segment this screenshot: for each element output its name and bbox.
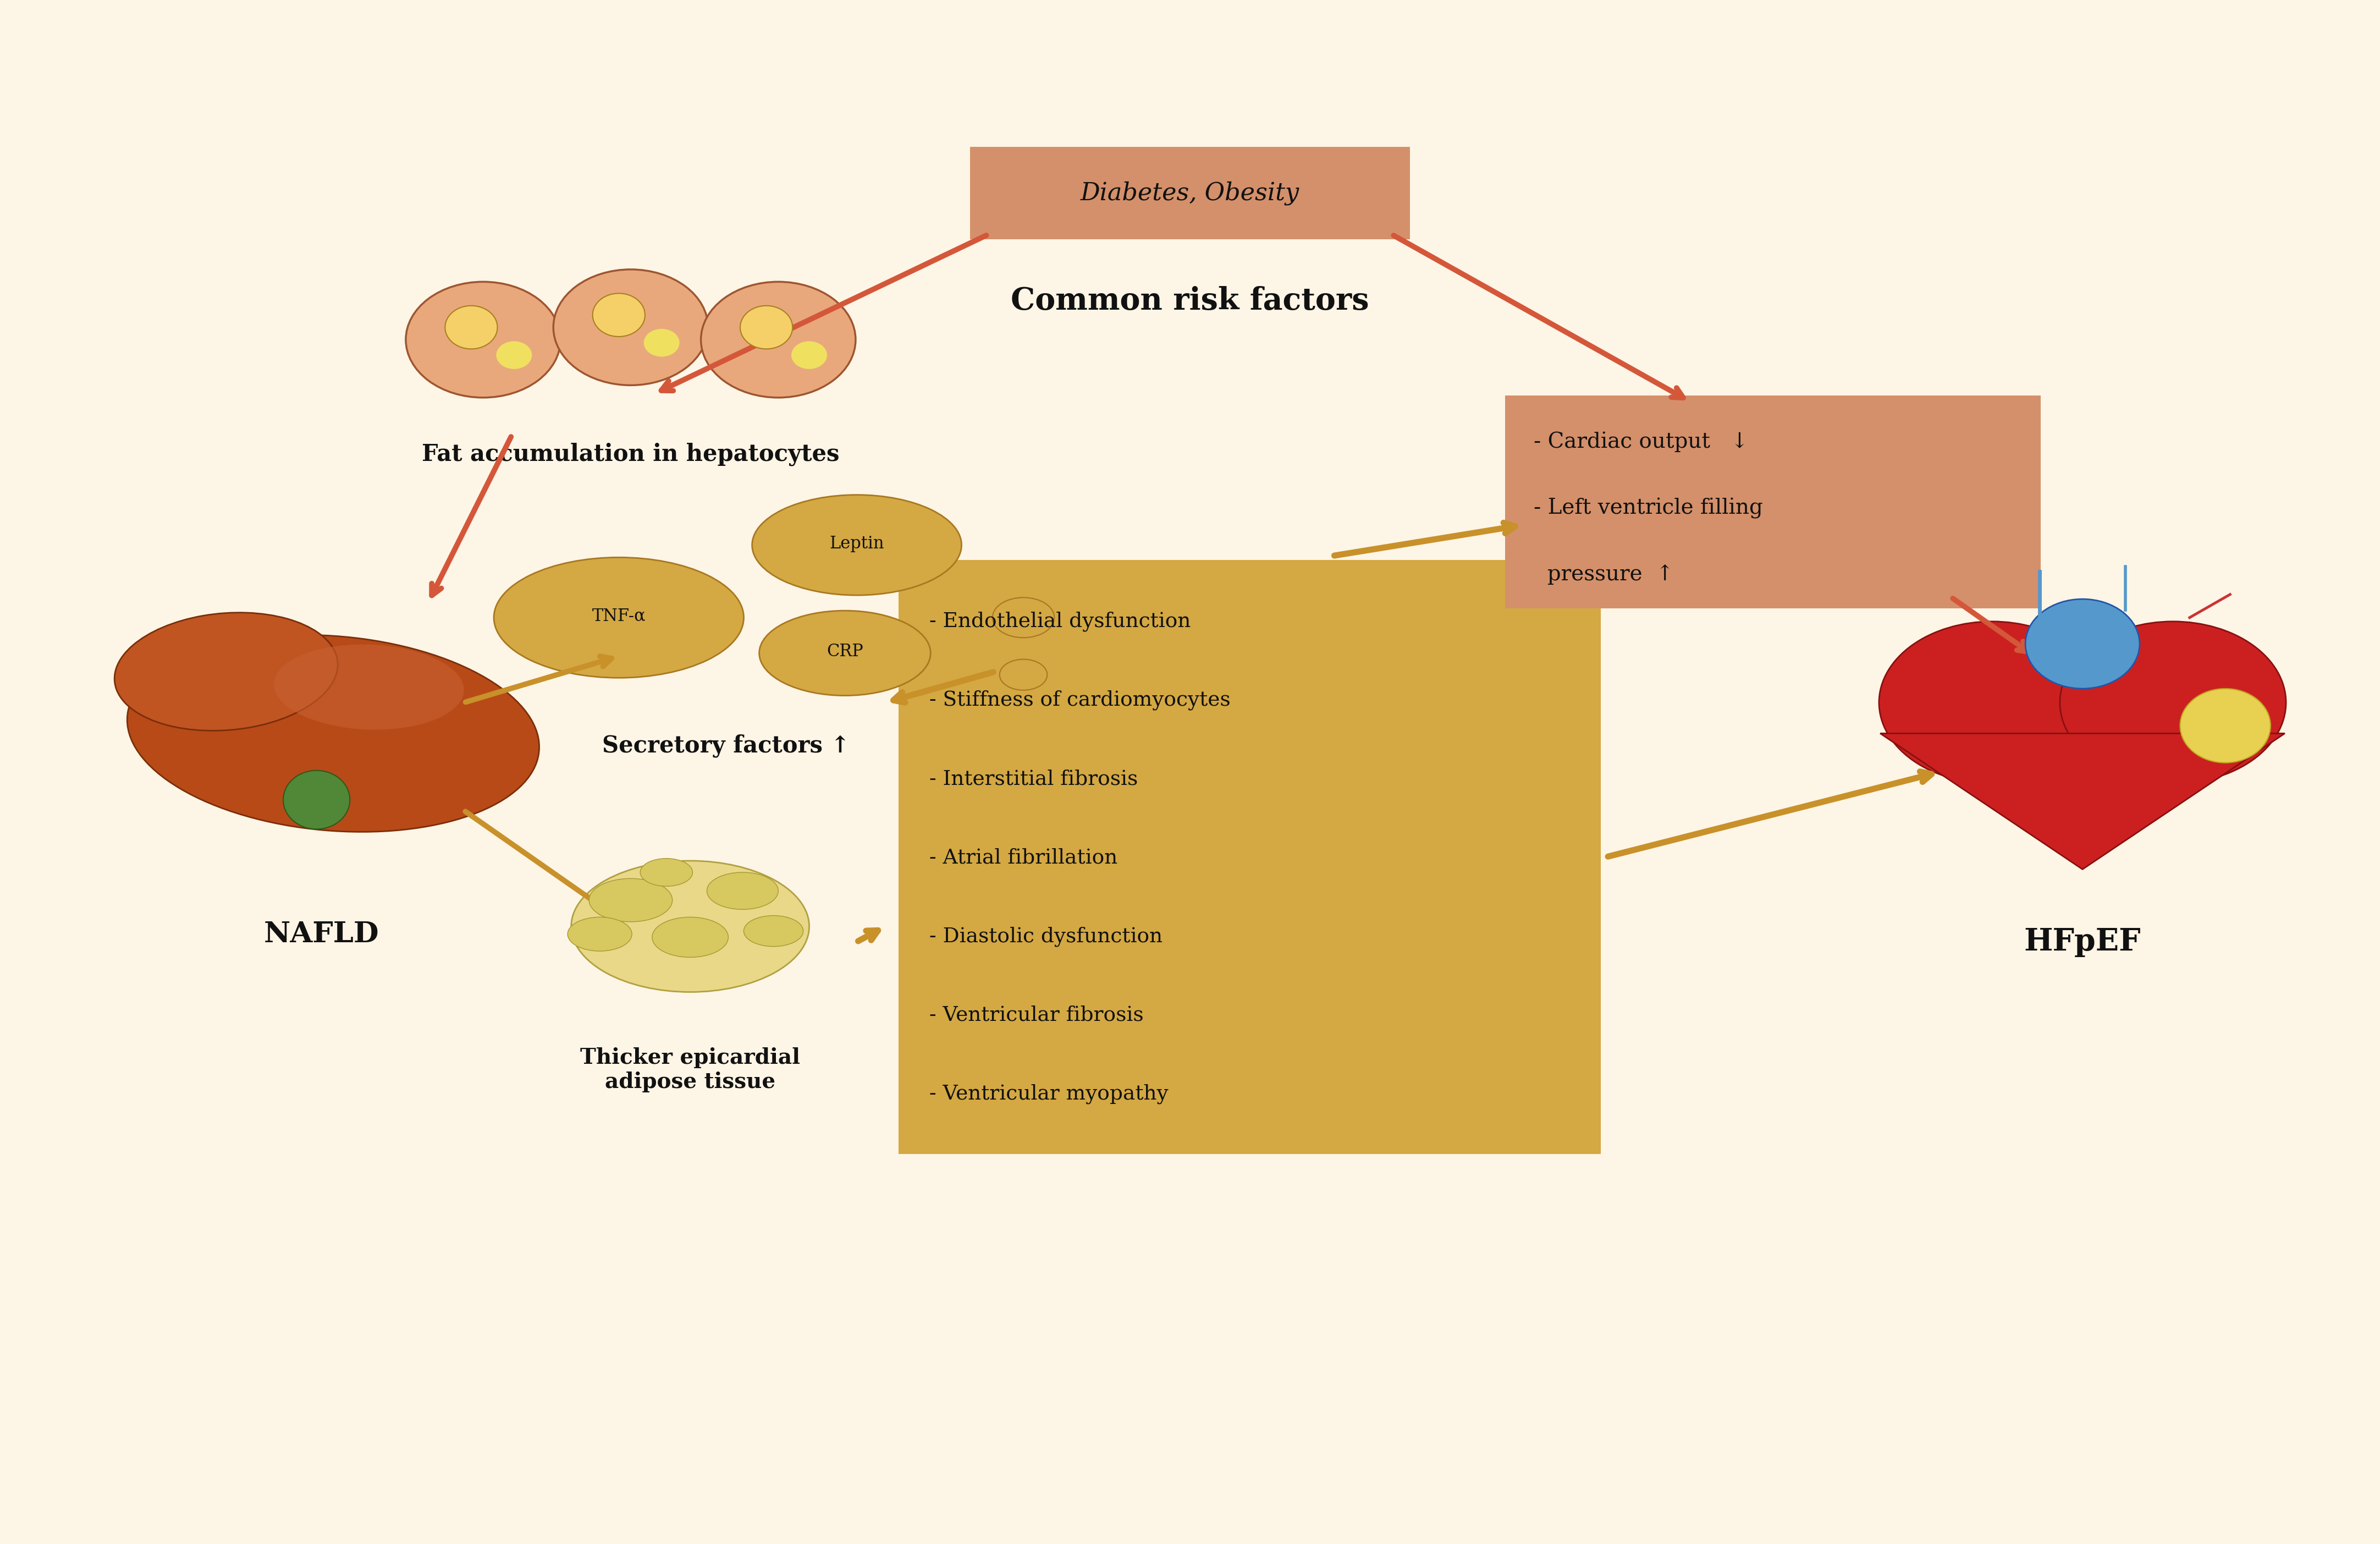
Text: pressure  ↑: pressure ↑ bbox=[1533, 564, 1673, 585]
Ellipse shape bbox=[283, 770, 350, 829]
Ellipse shape bbox=[495, 557, 743, 678]
Circle shape bbox=[1000, 659, 1047, 690]
Polygon shape bbox=[1880, 733, 2285, 869]
Text: Secretory factors ↑: Secretory factors ↑ bbox=[602, 733, 850, 758]
Text: TNF-α: TNF-α bbox=[593, 607, 645, 625]
Ellipse shape bbox=[274, 644, 464, 730]
Circle shape bbox=[992, 598, 1054, 638]
Ellipse shape bbox=[588, 879, 671, 922]
Text: Thicker epicardial
adipose tissue: Thicker epicardial adipose tissue bbox=[581, 1047, 800, 1093]
Ellipse shape bbox=[752, 494, 962, 596]
Ellipse shape bbox=[445, 306, 497, 349]
FancyBboxPatch shape bbox=[971, 147, 1409, 239]
Ellipse shape bbox=[643, 329, 681, 357]
Ellipse shape bbox=[2180, 689, 2271, 763]
Text: - Interstitial fibrosis: - Interstitial fibrosis bbox=[931, 769, 1138, 789]
Ellipse shape bbox=[569, 917, 631, 951]
FancyBboxPatch shape bbox=[1504, 395, 2040, 608]
Ellipse shape bbox=[640, 858, 693, 886]
Text: NAFLD: NAFLD bbox=[264, 920, 378, 948]
Text: - Left ventricle filling: - Left ventricle filling bbox=[1533, 497, 1764, 519]
Text: Leptin: Leptin bbox=[828, 534, 885, 553]
Ellipse shape bbox=[1880, 621, 2104, 784]
Ellipse shape bbox=[740, 306, 793, 349]
Ellipse shape bbox=[593, 293, 645, 337]
Text: - Endothelial dysfunction: - Endothelial dysfunction bbox=[931, 611, 1190, 631]
Text: Diabetes, Obesity: Diabetes, Obesity bbox=[1081, 181, 1299, 205]
Ellipse shape bbox=[743, 916, 802, 946]
Text: Common risk factors: Common risk factors bbox=[1011, 286, 1368, 317]
Ellipse shape bbox=[114, 613, 338, 730]
Text: - Cardiac output   ↓: - Cardiac output ↓ bbox=[1533, 431, 1749, 452]
Text: - Ventricular myopathy: - Ventricular myopathy bbox=[931, 1084, 1169, 1104]
FancyBboxPatch shape bbox=[900, 560, 1602, 1155]
Text: CRP: CRP bbox=[826, 642, 864, 661]
Ellipse shape bbox=[497, 341, 533, 369]
Ellipse shape bbox=[552, 269, 709, 384]
Ellipse shape bbox=[126, 635, 540, 832]
Text: Fat accumulation in hepatocytes: Fat accumulation in hepatocytes bbox=[421, 442, 840, 466]
Ellipse shape bbox=[707, 872, 778, 909]
Text: - Stiffness of cardiomyocytes: - Stiffness of cardiomyocytes bbox=[931, 690, 1230, 710]
Ellipse shape bbox=[2061, 621, 2285, 784]
Ellipse shape bbox=[2025, 599, 2140, 689]
Text: HFpEF: HFpEF bbox=[2023, 926, 2142, 957]
Text: - Ventricular fibrosis: - Ventricular fibrosis bbox=[931, 1005, 1145, 1025]
Ellipse shape bbox=[571, 862, 809, 993]
Text: - Atrial fibrillation: - Atrial fibrillation bbox=[931, 848, 1119, 868]
Ellipse shape bbox=[759, 611, 931, 695]
Ellipse shape bbox=[700, 283, 857, 397]
Ellipse shape bbox=[405, 283, 562, 397]
Text: - Diastolic dysfunction: - Diastolic dysfunction bbox=[931, 926, 1161, 946]
Ellipse shape bbox=[652, 917, 728, 957]
Ellipse shape bbox=[790, 341, 828, 369]
